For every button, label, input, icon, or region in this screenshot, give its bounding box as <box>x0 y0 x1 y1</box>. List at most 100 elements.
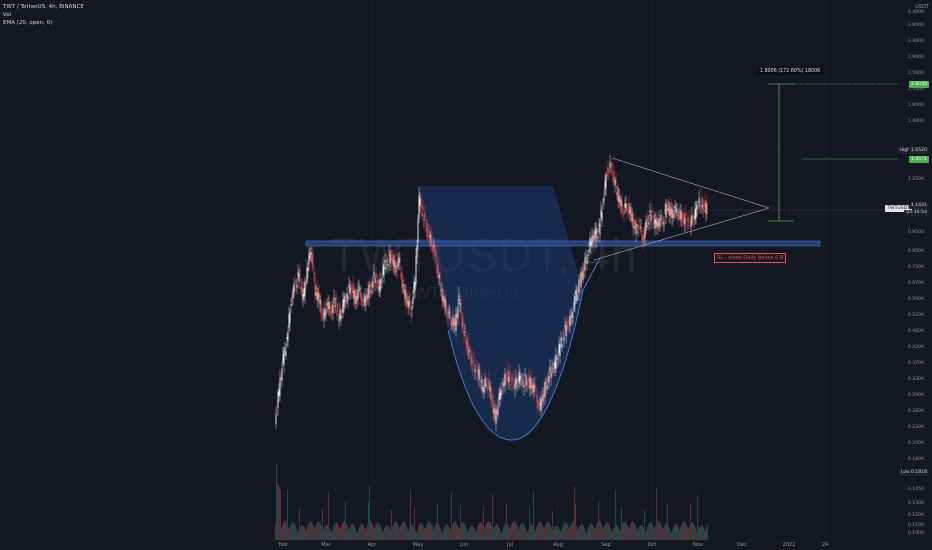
volume-bar <box>701 525 702 540</box>
volume-bar <box>523 523 524 540</box>
volume-bar <box>429 521 430 540</box>
volume-bar <box>661 525 662 540</box>
price-axis[interactable]: USDT 4.4000 3.8000 3.3000 2.9000 2.5000 2.100… <box>885 0 932 550</box>
volume-bar <box>297 531 298 540</box>
symbol-legend[interactable]: TWT / TetherUS, 4h, BINANCE <box>3 4 84 10</box>
volume-bar <box>550 525 551 540</box>
cup-pattern[interactable] <box>418 186 583 440</box>
candle-body <box>559 344 561 356</box>
volume-bar <box>616 525 617 540</box>
candle-body <box>488 379 490 387</box>
candle-body <box>605 175 607 188</box>
volume-bar <box>385 526 386 540</box>
candle-body <box>589 237 591 247</box>
volume-bar <box>299 508 300 540</box>
candle-body <box>575 290 577 295</box>
low-value-tag: 0.1818 <box>908 469 929 476</box>
candle-body <box>428 229 430 232</box>
volume-legend[interactable]: Vol <box>3 12 12 18</box>
volume-bar <box>412 524 413 540</box>
volume-bar <box>595 527 596 540</box>
price-tick: 0.6700 <box>907 281 924 286</box>
price-chart-canvas[interactable] <box>0 0 898 540</box>
candle-body <box>297 272 299 276</box>
volume-bar <box>336 522 337 540</box>
volume-bar <box>446 524 447 540</box>
candle-body <box>634 220 636 225</box>
volume-bar <box>362 524 363 540</box>
candle-body <box>647 214 649 221</box>
volume-bar <box>440 528 441 540</box>
candle-body <box>498 394 500 400</box>
volume-bar <box>566 522 567 540</box>
candle-body <box>359 287 361 290</box>
candle-body <box>659 223 661 225</box>
volume-bar <box>486 523 487 540</box>
volume-bar <box>619 528 620 540</box>
candle-body <box>651 209 653 213</box>
price-tick: 0.1300 <box>907 501 924 506</box>
candle-body <box>371 280 373 288</box>
volume-bar <box>518 529 519 540</box>
candle-body <box>339 310 341 318</box>
candle-body <box>395 265 397 269</box>
candle-body <box>426 220 428 233</box>
target-measure[interactable] <box>768 83 898 222</box>
candle-body <box>551 367 553 370</box>
candle-body <box>465 340 467 345</box>
time-axis[interactable]: Feb Mar Apr May Jun Jul Aug Sep Oct Nov Dec 2022 24 <box>0 540 898 550</box>
candle-body <box>345 300 347 304</box>
symmetrical-triangle[interactable] <box>593 157 770 261</box>
volume-bar <box>392 526 393 540</box>
support-zone[interactable] <box>305 240 821 247</box>
candle-body <box>493 408 495 414</box>
cup-curve[interactable] <box>447 257 601 441</box>
volume-bar <box>318 521 319 540</box>
candle-body <box>350 283 352 291</box>
candle-body <box>640 226 642 228</box>
candle-body <box>682 219 684 223</box>
volume-bar <box>354 525 355 540</box>
volume-bar <box>314 528 315 540</box>
candle-body <box>461 320 463 329</box>
currency-label: USDT <box>915 4 929 10</box>
measure-label[interactable]: 1.8006 (172.60%) 18006 <box>757 68 824 75</box>
candle-body <box>585 257 587 258</box>
volume-bar <box>358 529 359 540</box>
candle-body <box>373 271 375 275</box>
candlestick-series[interactable] <box>275 154 708 432</box>
candle-body <box>668 201 670 215</box>
volume-bar <box>597 522 598 540</box>
volume-bar <box>473 526 474 540</box>
candle-body <box>513 376 515 380</box>
volume-bar <box>673 527 674 540</box>
candle-body <box>285 350 287 356</box>
volume-bar <box>372 524 373 540</box>
candle-body <box>502 382 504 387</box>
candle-body <box>355 296 357 304</box>
volume-bar <box>508 525 509 540</box>
candle-body <box>657 220 659 229</box>
volume-bar <box>394 522 395 540</box>
candle-body <box>439 274 441 280</box>
volume-bar <box>415 530 416 540</box>
volume-bar <box>289 528 290 540</box>
candle-body <box>527 385 529 387</box>
volume-bar <box>307 526 308 540</box>
price-tick: 0.9500 <box>907 230 924 235</box>
volume-bar <box>340 528 341 540</box>
volume-bar <box>281 527 282 540</box>
candle-body <box>512 386 514 389</box>
candle-body <box>674 206 676 208</box>
volume-bar <box>421 522 422 540</box>
volume-bar <box>558 527 559 540</box>
candle-body <box>681 213 683 220</box>
volume-bar <box>689 525 690 540</box>
volume-bar <box>319 521 320 540</box>
stop-loss-note[interactable]: SL : close Daily below 0.8 <box>714 253 787 263</box>
ema-legend[interactable]: EMA (20, open, 0) <box>3 20 53 26</box>
volume-bar <box>635 525 636 540</box>
volume-bar <box>466 528 467 540</box>
volume-bar <box>452 524 453 540</box>
candle-body <box>675 208 677 212</box>
